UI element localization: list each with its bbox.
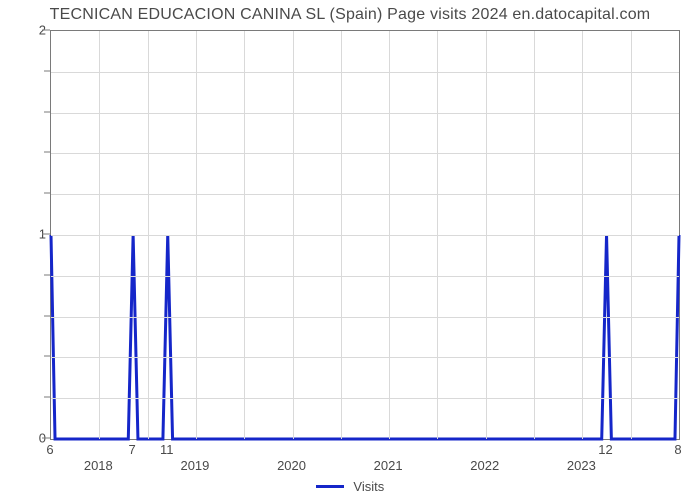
data-value-label: 8 xyxy=(674,442,681,457)
y-tick-dash xyxy=(44,315,50,316)
gridline-h xyxy=(51,317,679,318)
data-value-label: 6 xyxy=(46,442,53,457)
gridline-h xyxy=(51,72,679,73)
legend-swatch xyxy=(316,485,344,488)
y-tick-dash xyxy=(44,356,50,357)
gridline-h xyxy=(51,398,679,399)
chart-container: TECNICAN EDUCACION CANINA SL (Spain) Pag… xyxy=(0,0,700,500)
y-tick-dash xyxy=(44,152,50,153)
gridline-v xyxy=(389,31,390,439)
y-tick-dash xyxy=(42,30,50,31)
gridline-v xyxy=(534,31,535,439)
gridline-h xyxy=(51,276,679,277)
y-tick-dash xyxy=(44,397,50,398)
legend-label: Visits xyxy=(353,479,384,494)
gridline-v xyxy=(631,31,632,439)
gridline-h xyxy=(51,194,679,195)
gridline-v xyxy=(293,31,294,439)
y-tick-dash xyxy=(44,193,50,194)
legend: Visits xyxy=(0,478,700,494)
gridline-v xyxy=(341,31,342,439)
x-year-label: 2018 xyxy=(84,458,113,473)
y-tick-dash xyxy=(42,438,50,439)
y-tick-dash xyxy=(42,234,50,235)
gridline-h xyxy=(51,235,679,236)
gridline-v xyxy=(244,31,245,439)
x-year-label: 2022 xyxy=(470,458,499,473)
visits-line xyxy=(51,235,679,439)
x-year-label: 2021 xyxy=(374,458,403,473)
gridline-h xyxy=(51,357,679,358)
plot-area xyxy=(50,30,680,440)
data-value-label: 7 xyxy=(128,442,135,457)
gridline-v xyxy=(99,31,100,439)
x-year-label: 2020 xyxy=(277,458,306,473)
gridline-v xyxy=(196,31,197,439)
x-year-label: 2023 xyxy=(567,458,596,473)
gridline-v xyxy=(437,31,438,439)
x-year-label: 2019 xyxy=(180,458,209,473)
gridline-h xyxy=(51,113,679,114)
gridline-v xyxy=(486,31,487,439)
y-tick-dash xyxy=(44,70,50,71)
gridline-v xyxy=(148,31,149,439)
gridline-v xyxy=(582,31,583,439)
data-value-label: 11 xyxy=(160,442,174,457)
data-value-label: 12 xyxy=(598,442,612,457)
chart-title: TECNICAN EDUCACION CANINA SL (Spain) Pag… xyxy=(0,6,700,24)
y-tick-dash xyxy=(44,274,50,275)
gridline-h xyxy=(51,153,679,154)
y-tick-dash xyxy=(44,111,50,112)
